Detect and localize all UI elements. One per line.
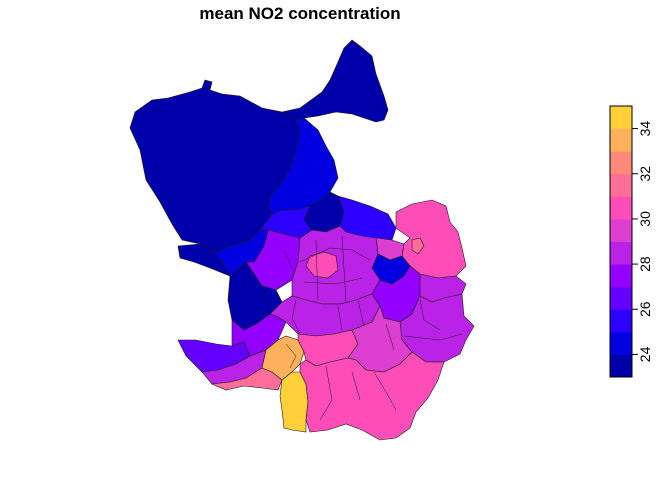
legend-tick-label: 28 (637, 256, 653, 272)
district-center-pink[interactable] (305, 251, 339, 279)
legend-swatch-27 (610, 264, 632, 288)
legend-swatch-33 (610, 128, 632, 152)
legend-swatch-25 (610, 309, 632, 333)
district-boundaries (261, 235, 463, 421)
legend-swatch-34 (610, 106, 632, 130)
legend-frame (609, 105, 633, 378)
legend-swatch-30 (610, 196, 632, 220)
district-south-yellow[interactable] (279, 371, 309, 433)
legend-swatch-31 (610, 173, 632, 197)
legend-swatch-23 (610, 354, 632, 378)
legend-color-bar (609, 105, 633, 378)
legend-tick-label: 30 (637, 211, 653, 227)
legend-swatch-32 (610, 151, 632, 175)
legend-tick-label: 26 (637, 301, 653, 317)
legend-tick-label: 32 (637, 166, 653, 182)
legend-swatch-24 (610, 331, 632, 355)
legend-swatch-28 (610, 241, 632, 265)
legend-axis: 24 26 28 30 32 34 (632, 121, 653, 362)
district-south-west-b[interactable] (231, 313, 287, 357)
map-title: mean NO2 concentration (199, 4, 401, 23)
legend-swatch-29 (610, 218, 632, 242)
district-south-east-big[interactable] (299, 351, 445, 441)
district-north-east-lobe[interactable] (281, 39, 389, 123)
legend-tick-label: 24 (637, 346, 653, 362)
district-layer (129, 39, 475, 441)
choropleth-map (129, 39, 475, 441)
legend-tick-label: 34 (637, 121, 653, 137)
district-north-east-spot[interactable] (411, 237, 425, 255)
legend-swatch-26 (610, 286, 632, 310)
